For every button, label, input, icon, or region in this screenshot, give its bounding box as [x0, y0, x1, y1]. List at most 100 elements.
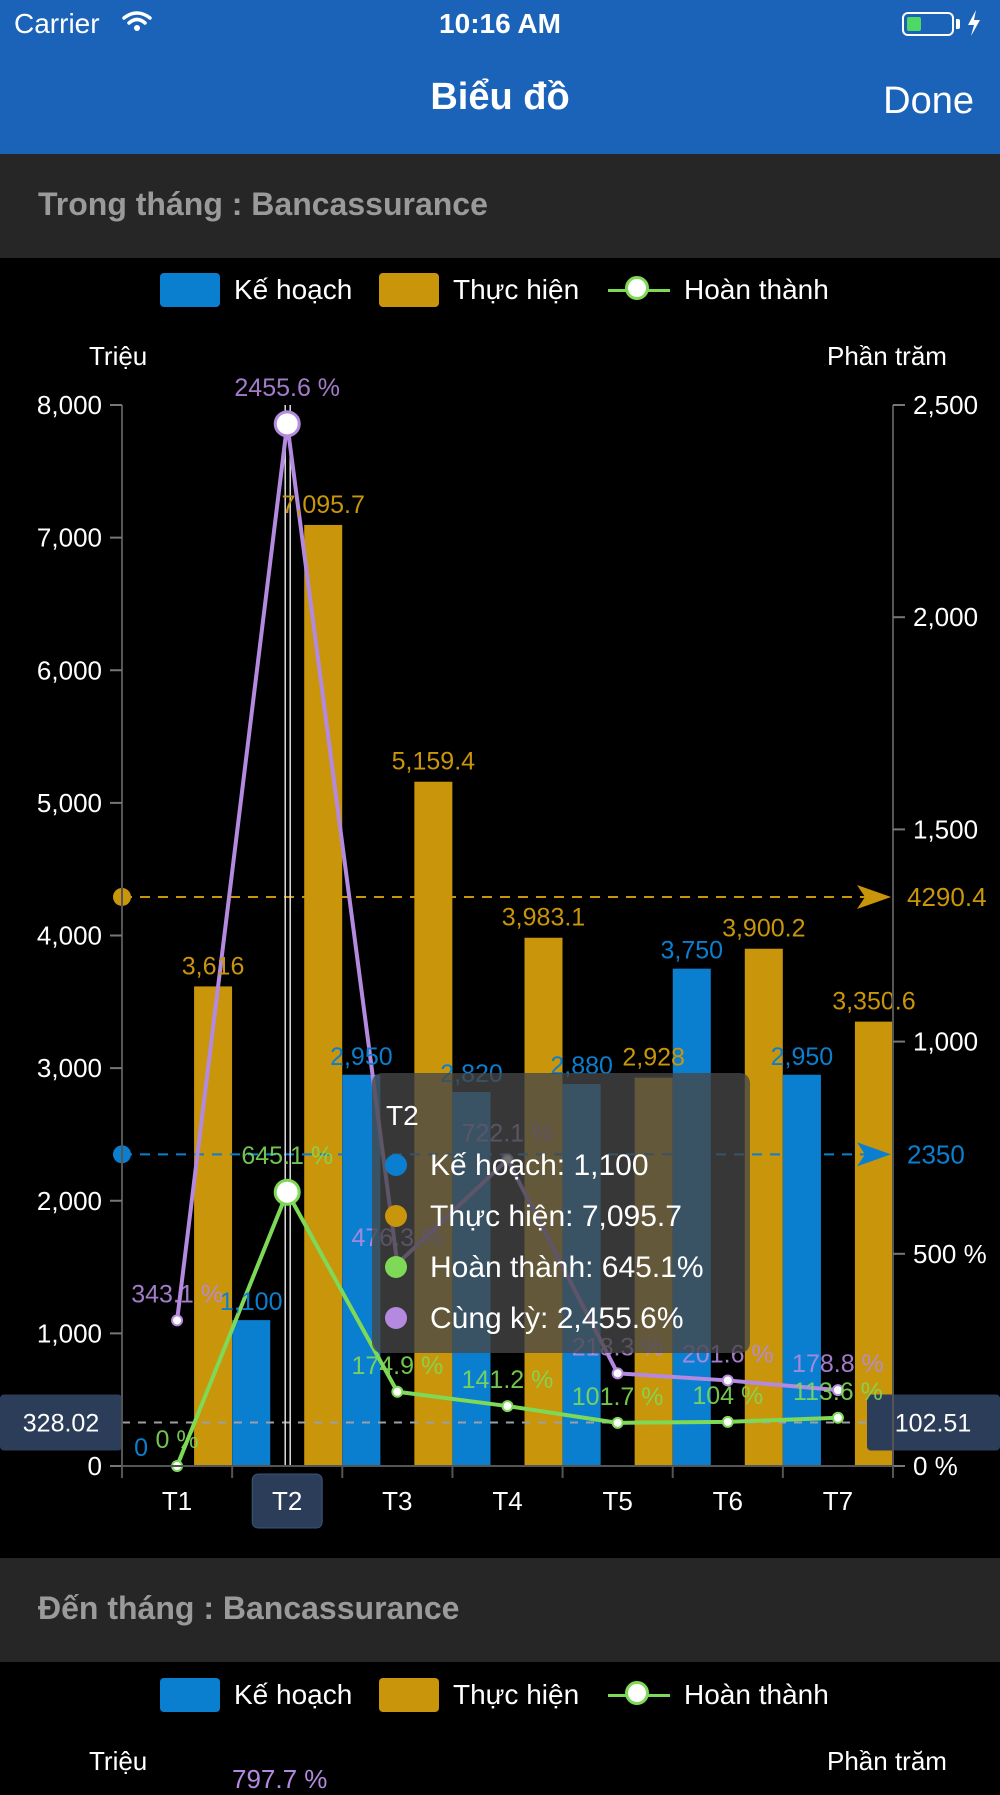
tooltip-dot	[385, 1154, 407, 1176]
same-period-point	[273, 410, 301, 438]
status-bar: Carrier 10:16 AM	[0, 0, 1000, 50]
completion-label: 645.1 %	[241, 1142, 333, 1170]
battery-tip	[956, 19, 960, 29]
completion-label: 141.2 %	[462, 1366, 554, 1394]
bar-plan-label: 3,750	[661, 937, 724, 965]
legend-label: Hoàn thành	[684, 274, 829, 305]
right-axis-title: Phần trăm	[827, 341, 947, 371]
legend-item-completion[interactable]: Hoàn thành	[608, 1670, 829, 1720]
x-tick-label: T3	[382, 1486, 412, 1516]
bar-actual	[304, 524, 343, 1466]
tooltip-row: Thực hiện: 7,095.7	[430, 1200, 682, 1233]
bar-plan-label: 2,950	[771, 1043, 834, 1071]
x-tick-label: T7	[823, 1486, 853, 1516]
y-tick-label: 2,000	[37, 1186, 102, 1216]
completion-label: 101.7 %	[572, 1383, 664, 1411]
same-period-point	[611, 1367, 624, 1380]
completion-point	[273, 1178, 301, 1206]
completion-label: 0 %	[156, 1426, 199, 1454]
same-period-point	[171, 1314, 184, 1327]
chart-legend-2: Kế hoạch Thực hiện Hoàn thành	[0, 1670, 1000, 1720]
chart-legend: Kế hoạch Thực hiện Hoàn thành	[0, 265, 1000, 315]
x-tick-label: T4	[492, 1486, 522, 1516]
bar-actual	[854, 1021, 893, 1466]
legend-label: Kế hoạch	[234, 1679, 353, 1710]
navigation-bar: Biểu đồ Done	[0, 50, 1000, 154]
same-period-point	[831, 1384, 844, 1397]
charging-icon	[968, 10, 980, 36]
tooltip-dot	[385, 1256, 407, 1278]
bar-plan-label: 0	[134, 1434, 148, 1462]
x-tick-label: T2	[272, 1486, 302, 1516]
legend-label: Thực hiện	[453, 1679, 580, 1710]
tooltip-dot	[385, 1307, 407, 1329]
x-tick-label: T1	[162, 1486, 192, 1516]
bar-actual-label: 3,616	[182, 952, 245, 980]
same-period-label: 2455.6 %	[234, 374, 340, 402]
y-tick-label: 7,000	[37, 523, 102, 553]
y-tick-label: 0	[88, 1451, 102, 1481]
bar-actual-label: 5,159.4	[392, 748, 476, 776]
chart2-partial-label: 797.7 %	[232, 1764, 328, 1794]
legend-item-completion[interactable]: Hoàn thành	[608, 265, 829, 315]
page-title: Biểu đồ	[430, 76, 570, 118]
section-header-cumulative: Đến tháng : Bancassurance	[0, 1558, 1000, 1662]
y2-tick-label: 0 %	[913, 1451, 958, 1481]
tooltip-row: Cùng kỳ: 2,455.6%	[430, 1302, 684, 1335]
completion-label: 113.6 %	[793, 1378, 883, 1406]
bar-plan	[232, 1320, 271, 1466]
completion-point	[611, 1416, 624, 1429]
bar-actual-label: 2,928	[622, 1044, 685, 1072]
completion-line-marker	[608, 1678, 670, 1712]
reference-arrow-icon	[857, 1142, 891, 1167]
clock: 10:16 AM	[439, 8, 561, 39]
reference-line-label: 2350	[907, 1139, 965, 1169]
section-title: Đến tháng : Bancassurance	[38, 1590, 460, 1626]
selected-category-highlight	[251, 1473, 323, 1529]
bar-actual-label: 3,983.1	[502, 904, 585, 932]
section-title: Trong tháng : Bancassurance	[38, 186, 488, 222]
battery-icon	[902, 12, 954, 36]
legend-item-plan[interactable]: Kế hoạch	[160, 265, 352, 315]
legend-label: Hoàn thành	[684, 1679, 829, 1710]
actual-swatch	[379, 1678, 439, 1712]
monthly-chart[interactable]: 4290.4 2350 328.02 102.51 0 3,616 1,100 7,095.…	[0, 340, 1000, 1560]
y-tick-label: 8,000	[37, 390, 102, 420]
tooltip-row: Hoàn thành: 645.1%	[430, 1251, 704, 1284]
legend-label: Kế hoạch	[234, 274, 353, 305]
section-header-monthly: Trong tháng : Bancassurance	[0, 154, 1000, 258]
y-tick-label: 1,000	[37, 1318, 102, 1348]
bar-plan-label: 1,100	[220, 1288, 283, 1316]
completion-point	[391, 1385, 404, 1398]
y-tick-label: 5,000	[37, 788, 102, 818]
bar-plan	[782, 1074, 821, 1466]
tooltip-dot	[385, 1205, 407, 1227]
completion-label: 104 %	[692, 1382, 763, 1410]
legend-item-plan[interactable]: Kế hoạch	[160, 1670, 352, 1720]
same-period-label: 343.1 %	[131, 1280, 223, 1308]
right-axis-title-2: Phần trăm	[827, 1746, 947, 1776]
y2-tick-label: 1,500	[913, 814, 978, 844]
legend-item-actual[interactable]: Thực hiện	[379, 1670, 579, 1720]
crosshair-right-label: 102.51	[895, 1409, 971, 1437]
bar-actual	[744, 948, 783, 1466]
bar-actual	[194, 986, 233, 1466]
y2-tick-label: 500 %	[913, 1239, 987, 1269]
completion-label: 174.9 %	[351, 1352, 443, 1380]
bar-plan-label: 2,950	[330, 1043, 393, 1071]
y-tick-label: 4,000	[37, 921, 102, 951]
bar-actual-label: 3,900.2	[722, 915, 805, 943]
legend-label: Thực hiện	[453, 274, 580, 305]
wifi-icon	[122, 11, 152, 31]
reference-line-label: 4290.4	[907, 882, 987, 912]
bar-actual-label: 3,350.6	[832, 988, 915, 1016]
tooltip-box	[372, 1073, 750, 1353]
crosshair-right-badge	[867, 1394, 1000, 1451]
carrier-label: Carrier	[14, 8, 100, 39]
legend-item-actual[interactable]: Thực hiện	[379, 265, 579, 315]
done-button[interactable]: Done	[883, 80, 974, 122]
same-period-label: 178.8 %	[792, 1350, 884, 1378]
left-axis-title: Triệu	[89, 341, 148, 371]
crosshair-left-label: 328.02	[23, 1409, 99, 1437]
crosshair-left-badge	[0, 1394, 122, 1451]
